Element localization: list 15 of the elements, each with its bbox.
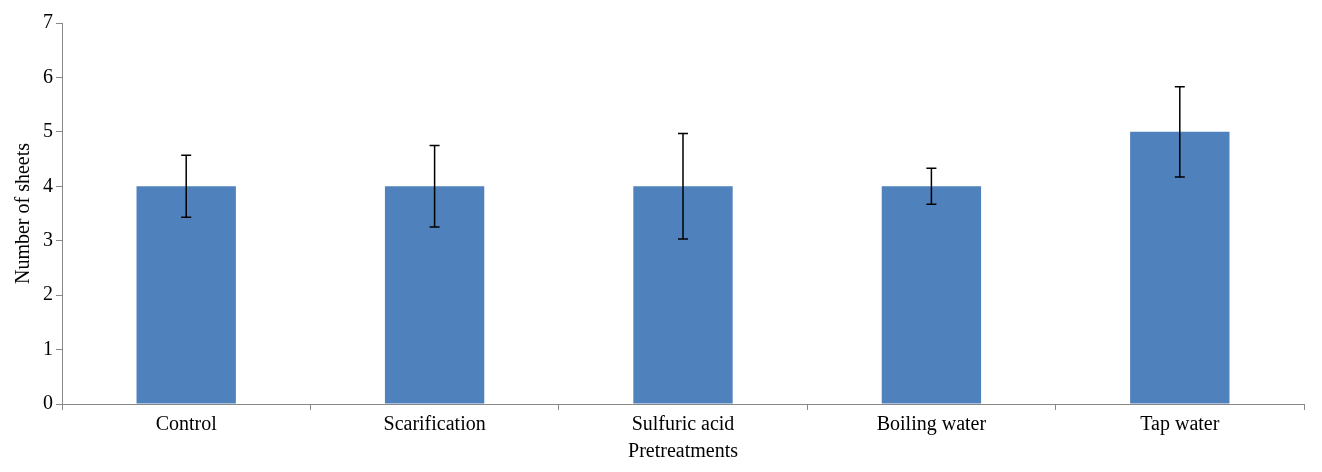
y-tick-label: 4 — [43, 173, 53, 196]
y-tick-label: 3 — [43, 227, 53, 250]
y-tick-label: 0 — [43, 391, 53, 414]
y-tick-label: 1 — [43, 336, 53, 359]
x-tick-label: Tap water — [1140, 412, 1220, 436]
x-tick-label: Control — [155, 412, 218, 435]
x-tick-label: Sulfuric acid — [631, 412, 735, 435]
y-tick-label: 2 — [43, 282, 53, 305]
x-tick-label: Scarification — [383, 412, 486, 435]
x-axis-title: Pretreatments — [628, 439, 739, 462]
y-tick-label: 7 — [43, 10, 53, 33]
y-axis-title: Number of sheets — [11, 142, 34, 285]
y-tick-label: 5 — [43, 119, 53, 142]
x-tick-label: Boiling water — [876, 412, 987, 436]
y-tick-label: 6 — [43, 64, 53, 87]
